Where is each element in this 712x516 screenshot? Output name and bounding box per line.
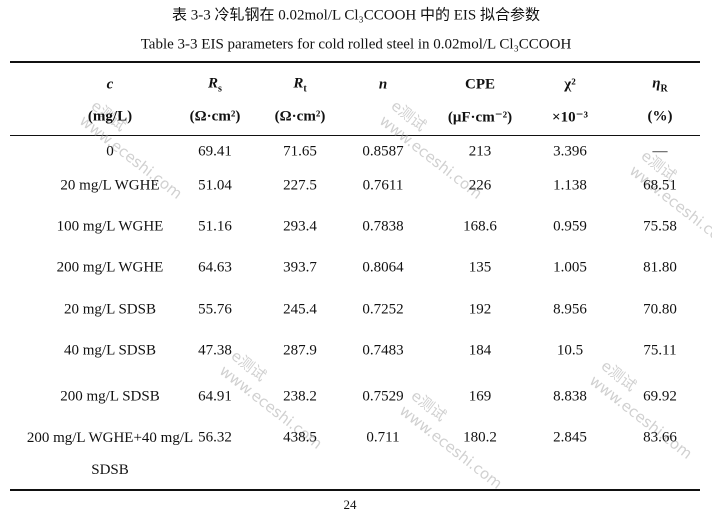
cell: 200 mg/L WGHE+40 mg/L SDSB [26,430,194,478]
column-symbol: χ² [564,77,575,94]
subscript: s [218,83,222,95]
page-number: 24 [343,497,357,512]
symbol: R [208,75,219,92]
bottom-rule [10,489,700,491]
cell: 0.8587 [362,143,404,160]
watermark: e测试 www.eceshi.com [396,385,519,493]
watermark: e测试 www.eceshi.com [626,145,712,253]
subscript: t [303,83,307,95]
cell: 135 [468,259,492,276]
watermark: e测试 www.eceshi.com [586,355,709,463]
column-unit: (Ω·cm²) [274,108,326,125]
column-symbol: Rt [293,76,306,95]
cell: 68.51 [643,177,677,194]
cell: 75.11 [643,342,677,359]
cell: 100 mg/L WGHE [56,218,164,235]
cell: 64.63 [198,259,232,276]
cell: 184 [468,342,492,359]
cell: 245.4 [283,301,317,318]
cell: 20 mg/L SDSB [64,301,156,318]
cell: 3.396 [553,143,587,160]
cell: 69.41 [198,143,232,160]
top-rule [10,61,700,63]
cell: 0.711 [366,429,400,446]
cell: 69.92 [643,388,677,405]
symbol: n [378,76,388,93]
caption-en: Table 3-3 EIS parameters for cold rolled… [140,36,572,53]
column-symbol: n [379,77,387,94]
cell: 2.845 [553,429,587,446]
cell: — [652,143,668,160]
symbol: η [652,75,661,92]
cell: 71.65 [283,143,317,160]
cell: 0.7611 [362,177,404,194]
cell: 8.838 [553,388,587,405]
column-unit: (%) [647,108,673,125]
cell: 75.58 [643,218,677,235]
cell: 1.138 [553,177,587,194]
cell: 1.005 [553,259,587,276]
cell: 192 [468,301,492,318]
cell: 40 mg/L SDSB [64,342,156,359]
cell: 180.2 [463,429,497,446]
column-unit: (μF·cm⁻²) [447,109,513,126]
column-unit: ×10⁻³ [552,109,588,126]
cell: 0 [106,143,114,160]
cell: 70.80 [643,301,677,318]
symbol: R [293,75,304,92]
column-symbol: Rs [208,76,222,95]
column-unit: (mg/L) [87,108,133,125]
cell: 0.7252 [362,301,404,318]
cell: 0.7483 [362,342,404,359]
cell: 238.2 [283,388,317,405]
cell: 47.38 [198,342,232,359]
cell: 200 mg/L SDSB [60,388,160,405]
cell: 293.4 [283,218,317,235]
cell: 20 mg/L WGHE [60,177,160,194]
cell: 393.7 [283,259,317,276]
cell: 287.9 [283,342,317,359]
watermark: e测试 www.eceshi.com [216,345,339,453]
symbol: c [106,76,114,93]
cell: 51.16 [198,218,232,235]
cell: 51.04 [198,177,232,194]
cell: 0.7529 [362,388,404,405]
cell: 213 [468,143,492,160]
cell: 200 mg/L WGHE [56,259,164,276]
cell: 0.8064 [362,259,404,276]
column-symbol: c [107,77,114,94]
cell: 81.80 [643,259,677,276]
header-rule [10,135,700,136]
symbol: χ² [564,76,576,93]
cell: 226 [468,177,492,194]
column-symbol: ηR [652,76,667,95]
caption-cn: 表 3-3 冷轧钢在 0.02mol/L Cl₃CCOOH 中的 EIS 拟合参… [171,7,541,24]
column-symbol: CPE [465,77,495,94]
cell: 169 [468,388,492,405]
cell: 438.5 [283,429,317,446]
cell: 0.959 [553,218,587,235]
cell: 168.6 [463,218,497,235]
cell: 64.91 [198,388,232,405]
column-unit: (Ω·cm²) [189,108,241,125]
cell: 227.5 [283,177,317,194]
cell: 0.7838 [362,218,404,235]
cell: 8.956 [553,301,587,318]
cell: 10.5 [556,342,584,359]
subscript: R [660,83,668,95]
cell: 55.76 [198,301,232,318]
cell: 83.66 [643,429,677,446]
symbol: CPE [465,76,495,93]
cell: 56.32 [198,429,232,446]
